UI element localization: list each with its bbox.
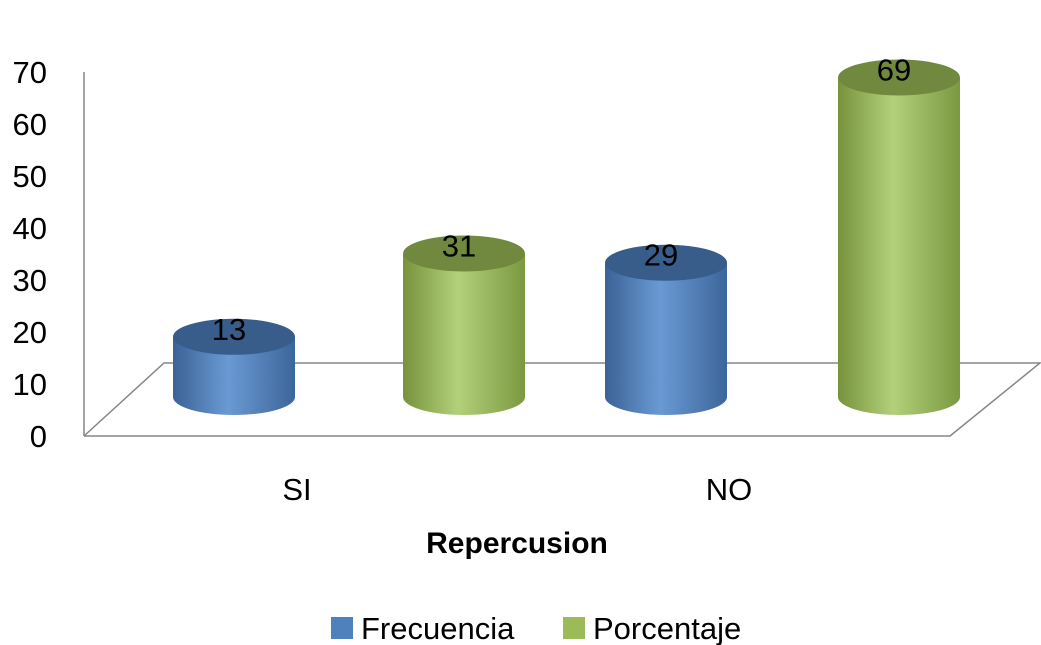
bar-top-cap [173, 318, 295, 355]
data-label: 29 [644, 238, 678, 273]
bar-porcentaje-si [403, 235, 525, 415]
bar-top-cap [838, 59, 960, 96]
y-tick-label: 0 [30, 419, 47, 454]
bar-top-cap [403, 235, 525, 272]
y-tick-label: 60 [13, 107, 47, 142]
data-label: 69 [877, 53, 911, 88]
plot-frame [83, 72, 1041, 437]
category-label-no: NO [706, 472, 753, 507]
data-labels: 13 29 31 69 [212, 53, 911, 347]
data-label: 13 [212, 312, 246, 347]
legend-label-porcentaje: Porcentaje [593, 611, 741, 645]
y-tick-label: 50 [13, 159, 47, 194]
bar-frecuencia-no [605, 244, 727, 415]
legend-label-frecuencia: Frecuencia [361, 611, 515, 645]
y-tick-label: 10 [13, 367, 47, 402]
y-tick-label: 70 [13, 55, 47, 90]
bar-porcentaje-no [838, 59, 960, 415]
y-tick-label: 30 [13, 263, 47, 298]
y-axis-ticks: 0 10 20 30 40 50 60 70 [13, 55, 47, 454]
bars [173, 59, 960, 415]
bar-frecuencia-si [173, 318, 295, 415]
y-tick-label: 20 [13, 315, 47, 350]
legend-swatch-porcentaje [563, 617, 585, 639]
legend-swatch-frecuencia [331, 617, 353, 639]
bar-top-cap [605, 244, 727, 281]
data-label: 31 [442, 228, 476, 263]
floor-outline [83, 362, 1041, 437]
category-label-si: SI [282, 472, 311, 507]
legend: Frecuencia Porcentaje [331, 611, 741, 645]
y-tick-label: 40 [13, 211, 47, 246]
x-axis-title: Repercusion [426, 527, 608, 560]
